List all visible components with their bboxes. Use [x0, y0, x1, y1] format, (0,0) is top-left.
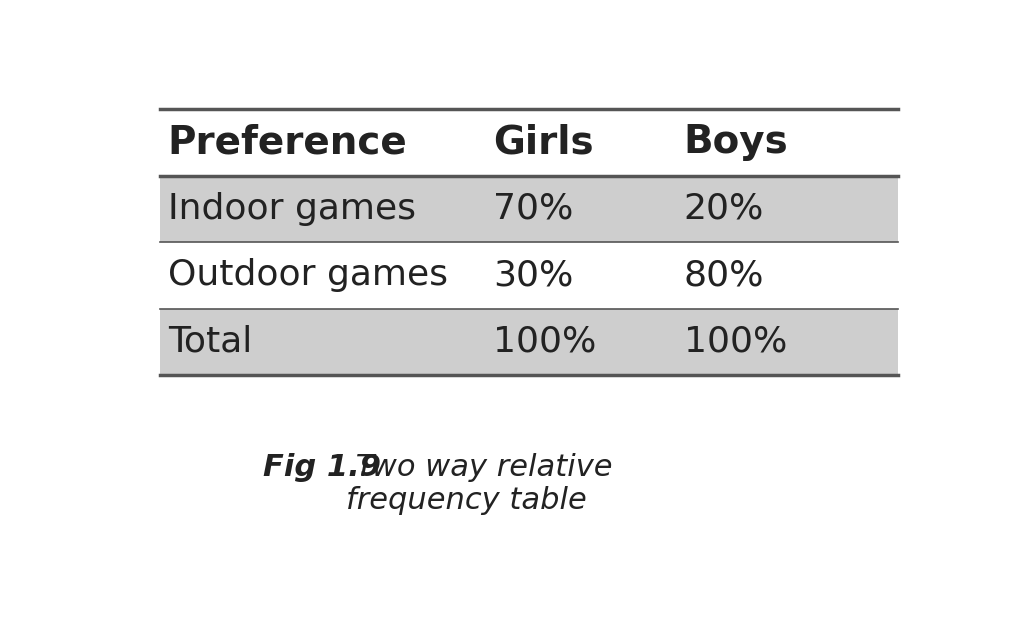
- Text: Outdoor games: Outdoor games: [168, 259, 447, 293]
- Text: 20%: 20%: [684, 192, 764, 226]
- Text: Girls: Girls: [494, 124, 594, 161]
- Bar: [160, 309, 898, 375]
- Text: 30%: 30%: [494, 259, 573, 293]
- Bar: [160, 176, 898, 242]
- Text: 100%: 100%: [494, 325, 596, 359]
- Text: Two way relative
frequency table: Two way relative frequency table: [346, 453, 612, 515]
- Text: Fig 1.9: Fig 1.9: [263, 453, 381, 482]
- Text: 80%: 80%: [684, 259, 764, 293]
- Text: Boys: Boys: [684, 124, 788, 161]
- Text: Total: Total: [168, 325, 252, 359]
- Text: 100%: 100%: [684, 325, 786, 359]
- Text: 70%: 70%: [494, 192, 573, 226]
- Text: Indoor games: Indoor games: [168, 192, 416, 226]
- Text: Preference: Preference: [168, 124, 408, 161]
